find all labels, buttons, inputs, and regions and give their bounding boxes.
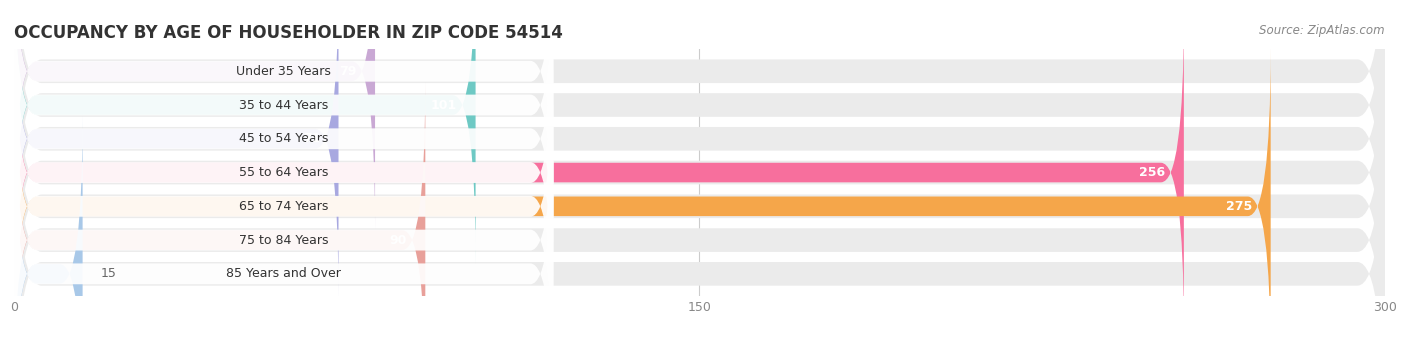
FancyBboxPatch shape [14,81,426,340]
FancyBboxPatch shape [14,0,554,264]
FancyBboxPatch shape [14,0,1385,296]
FancyBboxPatch shape [14,16,1385,340]
Text: Under 35 Years: Under 35 Years [236,65,330,78]
Text: 75 to 84 Years: 75 to 84 Years [239,234,329,246]
Text: 85 Years and Over: 85 Years and Over [226,267,342,280]
FancyBboxPatch shape [14,48,554,340]
Text: OCCUPANCY BY AGE OF HOUSEHOLDER IN ZIP CODE 54514: OCCUPANCY BY AGE OF HOUSEHOLDER IN ZIP C… [14,24,562,42]
Text: 35 to 44 Years: 35 to 44 Years [239,99,328,112]
FancyBboxPatch shape [14,0,1385,262]
FancyBboxPatch shape [14,0,475,264]
Text: 65 to 74 Years: 65 to 74 Years [239,200,329,213]
FancyBboxPatch shape [14,115,83,340]
Text: 55 to 64 Years: 55 to 64 Years [239,166,329,179]
FancyBboxPatch shape [14,0,375,230]
FancyBboxPatch shape [14,83,1385,340]
FancyBboxPatch shape [14,115,554,340]
FancyBboxPatch shape [14,0,1385,329]
FancyBboxPatch shape [14,0,554,230]
FancyBboxPatch shape [14,0,554,297]
Text: 79: 79 [339,65,357,78]
Text: 275: 275 [1226,200,1253,213]
Text: 256: 256 [1139,166,1166,179]
FancyBboxPatch shape [14,14,554,331]
FancyBboxPatch shape [14,47,1271,340]
Text: 90: 90 [389,234,408,246]
FancyBboxPatch shape [14,49,1385,340]
Text: 101: 101 [432,99,457,112]
Text: Source: ZipAtlas.com: Source: ZipAtlas.com [1260,24,1385,37]
Text: 15: 15 [101,267,117,280]
FancyBboxPatch shape [14,82,554,340]
Text: 45 to 54 Years: 45 to 54 Years [239,132,329,145]
FancyBboxPatch shape [14,0,339,298]
FancyBboxPatch shape [14,14,1184,332]
Text: 71: 71 [302,132,321,145]
FancyBboxPatch shape [14,0,1385,340]
